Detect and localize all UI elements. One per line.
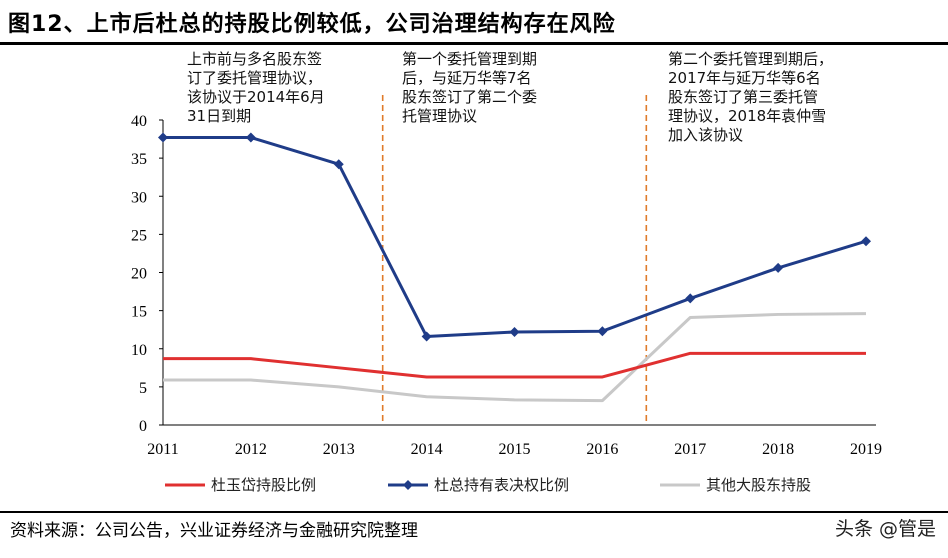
annotation-3: 第二个委托管理到期后， 2017年与延万华等6名 股东签订了第三委托管 理协议，… — [668, 50, 834, 144]
y-tick-label: 0 — [139, 418, 147, 435]
data-point — [333, 159, 344, 170]
x-tick-label: 2017 — [674, 441, 706, 458]
data-point — [245, 132, 256, 143]
y-tick-label: 10 — [131, 342, 147, 359]
chart-title: 图12、上市后杜总的持股比例较低，公司治理结构存在风险 — [8, 12, 616, 37]
x-tick-label: 2016 — [586, 441, 618, 458]
data-point — [421, 331, 432, 342]
x-tick-label: 2018 — [762, 441, 794, 458]
annotation-1: 上市前与多名股东签 订了委托管理协议， 该协议于2014年6月 31日到期 — [187, 50, 325, 125]
watermark: 头条 @管是 — [834, 518, 936, 540]
series-line-0 — [163, 351, 866, 379]
data-point — [861, 236, 871, 247]
series-line-1 — [163, 136, 867, 339]
y-tick-label: 40 — [131, 113, 147, 130]
x-tick-label: 2019 — [850, 441, 882, 458]
data-point — [597, 326, 608, 337]
y-tick-label: 20 — [131, 266, 147, 283]
y-tick-label: 25 — [131, 227, 147, 244]
data-point — [685, 293, 696, 304]
legend-marker — [403, 480, 413, 490]
footer-rule — [0, 511, 948, 513]
y-tick-label: 5 — [139, 380, 147, 397]
x-tick-label: 2011 — [147, 441, 178, 458]
title-rule — [0, 42, 948, 45]
y-tick-label: 35 — [131, 151, 147, 168]
series-line-2 — [163, 312, 867, 403]
legend-label: 其他大股东持股 — [706, 476, 811, 494]
y-tick-label: 15 — [131, 304, 147, 321]
data-point — [158, 132, 168, 143]
source-note: 资料来源：公司公告，兴业证券经济与金融研究院整理 — [10, 521, 418, 541]
data-point — [509, 326, 520, 337]
legend-label: 杜总持有表决权比例 — [434, 476, 569, 494]
x-tick-label: 2012 — [235, 441, 267, 458]
annotation-2: 第一个委托管理到期 后，与延万华等7名 股东签订了第二个委 托管理协议 — [402, 50, 538, 125]
x-tick-label: 2015 — [499, 441, 531, 458]
x-tick-label: 2013 — [323, 441, 355, 458]
data-point — [773, 262, 784, 273]
legend-label: 杜玉岱持股比例 — [211, 476, 316, 494]
y-tick-label: 30 — [131, 189, 147, 206]
x-tick-label: 2014 — [411, 441, 443, 458]
